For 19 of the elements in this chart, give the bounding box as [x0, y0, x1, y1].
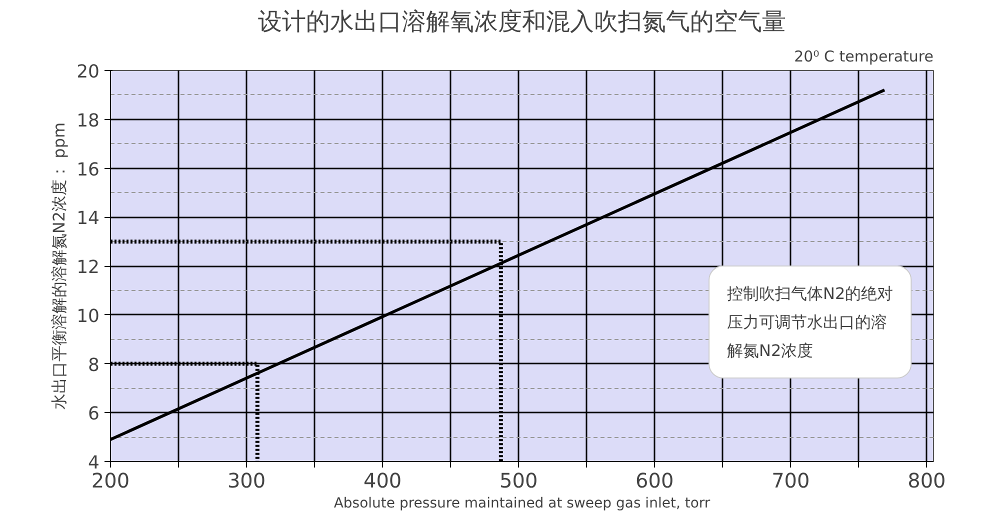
text: 20⁰ C temperature: [794, 48, 934, 66]
y-tick-label: 8: [88, 354, 100, 376]
y-tick-label: 20: [76, 62, 100, 82]
y-tick-label: 14: [76, 208, 100, 230]
x-tick-label: 600: [636, 468, 674, 492]
y-tick-label: 18: [76, 110, 100, 132]
y-axis-title: 水出口平衡溶解的溶解氮N2浓度： ppm: [50, 122, 69, 410]
x-tick-label: 500: [500, 468, 538, 492]
y-tick-label: 16: [76, 159, 100, 180]
x-tick-label: 300: [227, 468, 266, 492]
y-tick-label: 10: [76, 306, 100, 327]
chart-title: 设计的水出口溶解氧浓度和混入吹扫氮气的空气量: [258, 8, 786, 36]
y-tick-label: 12: [76, 257, 100, 278]
x-tick-label: 700: [772, 468, 810, 492]
annotation: 控制吹扫气体N2的绝对压力可调节水出口的溶解氮N2浓度: [727, 284, 894, 360]
x-tick-label: 400: [363, 468, 402, 492]
y-tick-label: 6: [88, 404, 100, 425]
x-axis-title: Absolute pressure maintained at sweep gas inlet, torr: [334, 496, 710, 512]
x-tick-label: 800: [908, 468, 946, 492]
